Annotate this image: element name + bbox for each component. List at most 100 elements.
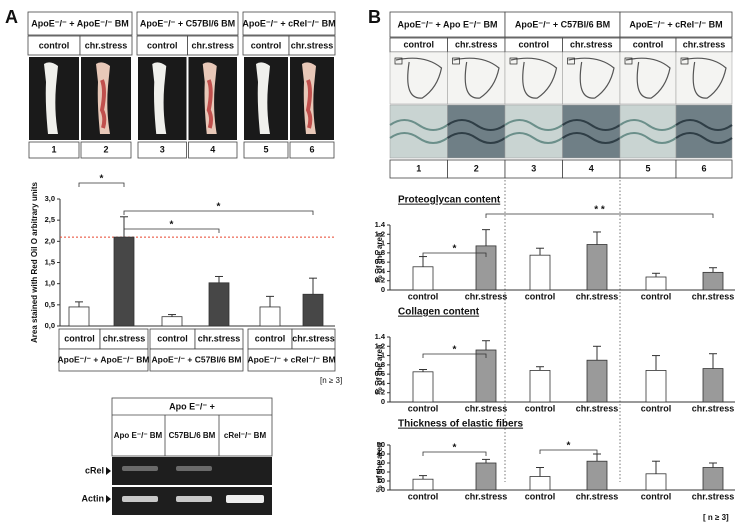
- y-tick-label: 0.6: [375, 369, 385, 378]
- bar: [586, 460, 608, 491]
- significance-mark: *: [100, 174, 104, 185]
- lane-number: 2: [474, 163, 479, 173]
- condition-label: chr.stress: [291, 40, 334, 50]
- cell: [79, 35, 133, 56]
- x-tick-label: chr.stress: [103, 333, 146, 343]
- x-tick-label: chr.stress: [692, 291, 735, 301]
- significance-mark: *: [453, 443, 457, 454]
- gel-lane: cRel⁻/⁻ BM: [224, 431, 267, 440]
- histology-strip: ApoE⁻/⁻ + Apo E⁻/⁻ BM control 1 chr.stress 2…: [389, 11, 733, 179]
- cell: [188, 141, 238, 159]
- y-tick-label: 1.4: [375, 332, 386, 341]
- bar: [475, 462, 497, 491]
- significance-bracket: [422, 252, 487, 257]
- y-axis-label: % of the area: [375, 232, 384, 282]
- fibers: [389, 119, 449, 144]
- cell: [242, 11, 336, 36]
- gel-row-label: cRel: [85, 465, 104, 475]
- cell: [288, 35, 336, 56]
- lane-number: 1: [416, 163, 421, 173]
- x-tick-label: chr.stress: [692, 491, 735, 501]
- vessel: [510, 57, 558, 99]
- x-tick-label: chr.stress: [465, 291, 508, 301]
- bar: [475, 245, 497, 291]
- bar: [302, 293, 324, 327]
- x-tick-label: control: [255, 333, 286, 343]
- cell: [289, 141, 335, 159]
- panel-label: A: [5, 7, 18, 27]
- bar: [412, 478, 434, 491]
- y-tick-label: 2,0: [45, 236, 55, 245]
- y-tick-label: 0,5: [45, 300, 55, 309]
- x-tick-label: control: [408, 403, 439, 413]
- plaque: [305, 79, 313, 129]
- significance-bracket: [539, 449, 598, 454]
- condition-label: control: [633, 39, 664, 49]
- chart-title: Proteoglycan content: [398, 195, 501, 206]
- x-tick-label: control: [641, 291, 672, 301]
- y-tick-label: 1: [381, 351, 385, 360]
- bar: [586, 359, 608, 403]
- bar: [645, 370, 667, 403]
- magnified: [675, 104, 733, 159]
- n-note: [ n ≥ 3]: [703, 513, 729, 522]
- bar: [529, 254, 551, 291]
- vessel: [568, 57, 615, 99]
- gel: Apo E⁻/⁻ + Apo E⁻/⁻ BM C57BL/6 BM cRel⁻/…: [82, 397, 273, 515]
- y-tick-label: 0.6: [375, 257, 385, 266]
- significance-mark: *: [453, 345, 457, 356]
- y-tick-label: 1.2: [375, 341, 385, 350]
- plaque: [99, 79, 107, 129]
- condition-label: chr.stress: [570, 39, 613, 49]
- bar: [529, 476, 551, 491]
- bar: [702, 467, 724, 491]
- fibers: [561, 119, 621, 144]
- y-tick-label: 0.4: [375, 378, 386, 387]
- bar: [412, 371, 434, 403]
- y-tick-label: 0: [381, 397, 385, 406]
- x-tick-label: chr.stress: [292, 333, 335, 343]
- bar: [702, 271, 724, 291]
- significance-bracket: [422, 451, 487, 456]
- cell: [28, 141, 80, 159]
- x-tick-label: control: [525, 403, 556, 413]
- lane-number: 3: [531, 163, 536, 173]
- magnified: [504, 104, 563, 159]
- fibers: [619, 119, 677, 144]
- bar: [68, 306, 90, 327]
- inset-box: [680, 57, 689, 65]
- lane-number: 6: [701, 163, 706, 173]
- bar: [475, 349, 497, 403]
- magnified: [562, 104, 621, 159]
- gel-row-label: Actin: [82, 493, 105, 503]
- lane-number: 5: [645, 163, 650, 173]
- x-tick-label: control: [641, 403, 672, 413]
- y-tick-label: 0,0: [45, 321, 55, 330]
- photo-strip: ApoE⁻/⁻ + ApoE⁻/⁻ BM control 1 chr.stress 2 A…: [27, 11, 336, 159]
- condition-label: control: [519, 39, 550, 49]
- y-tick-label: 1.4: [375, 220, 386, 229]
- vessel: [625, 57, 671, 99]
- chart-title: Collagen content: [398, 307, 480, 318]
- condition-label: chr.stress: [85, 40, 128, 50]
- y-tick-label: 0.4: [375, 266, 386, 275]
- group-label: ApoE⁻/⁻ + C57Bl/6 BM: [140, 18, 235, 28]
- vessel: [681, 57, 727, 99]
- y-tick-label: 1.2: [375, 229, 385, 238]
- x-tick-label: control: [525, 291, 556, 301]
- y-tick-label: 0.2: [375, 388, 385, 397]
- gel-lane: Apo E⁻/⁻ BM: [114, 431, 163, 440]
- x-tick-label: control: [408, 491, 439, 501]
- y-tick-label: 1,5: [45, 257, 55, 266]
- condition-label: control: [39, 40, 70, 50]
- panel-label: B: [368, 7, 381, 27]
- significance-mark: * *: [594, 205, 605, 216]
- group-label: ApoE⁻/⁻ + C57Bl/6 BM: [152, 354, 242, 364]
- lane-number: 1: [51, 144, 56, 154]
- y-tick-label: 30: [377, 458, 385, 467]
- y-tick-label: 40: [377, 449, 385, 458]
- significance-bracket: [78, 182, 125, 187]
- group-label: ApoE⁻/⁻ + ApoE⁻/⁻ BM: [57, 354, 149, 364]
- significance-mark: *: [567, 441, 571, 452]
